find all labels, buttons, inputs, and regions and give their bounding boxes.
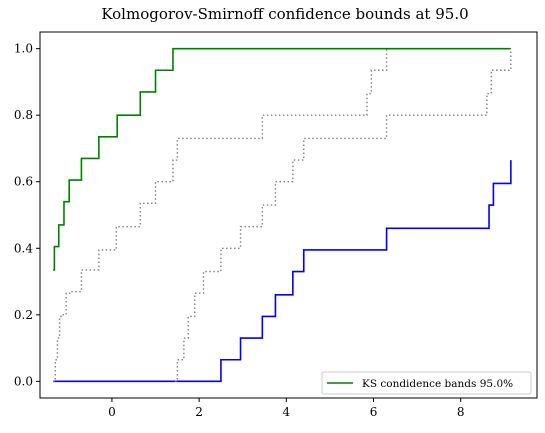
y-tick-label: 0.2 — [14, 308, 33, 322]
series-2-step-line — [53, 48, 388, 383]
y-tick-label: 0.8 — [14, 108, 33, 122]
x-tick-label: 6 — [370, 405, 378, 419]
axis-layer: 0 2 4 6 8 0.0 0.2 0.4 0.6 0.8 1.0 — [14, 42, 465, 419]
legend-label: KS condidence bands 95.0% — [362, 378, 513, 390]
legend: KS condidence bands 95.0% — [321, 371, 532, 395]
series-1-step-line — [53, 160, 512, 383]
y-tick-label: 0.4 — [14, 241, 33, 255]
x-tick-label: 8 — [457, 405, 465, 419]
series-0-step-line — [53, 47, 511, 271]
legend-box — [321, 371, 532, 395]
x-tick-label: 4 — [282, 405, 290, 419]
x-tick-label: 0 — [108, 405, 116, 419]
y-tick-label: 0.6 — [14, 175, 33, 189]
x-tick-label: 2 — [195, 405, 203, 419]
y-tick-label: 0.0 — [14, 374, 33, 388]
chart-title: Kolmogorov-Smirnoff confidence bounds at… — [101, 5, 468, 23]
series-3-step-line — [175, 48, 512, 383]
series-layer — [53, 47, 512, 383]
y-tick-label: 1.0 — [14, 42, 33, 56]
plot-frame — [39, 31, 538, 399]
